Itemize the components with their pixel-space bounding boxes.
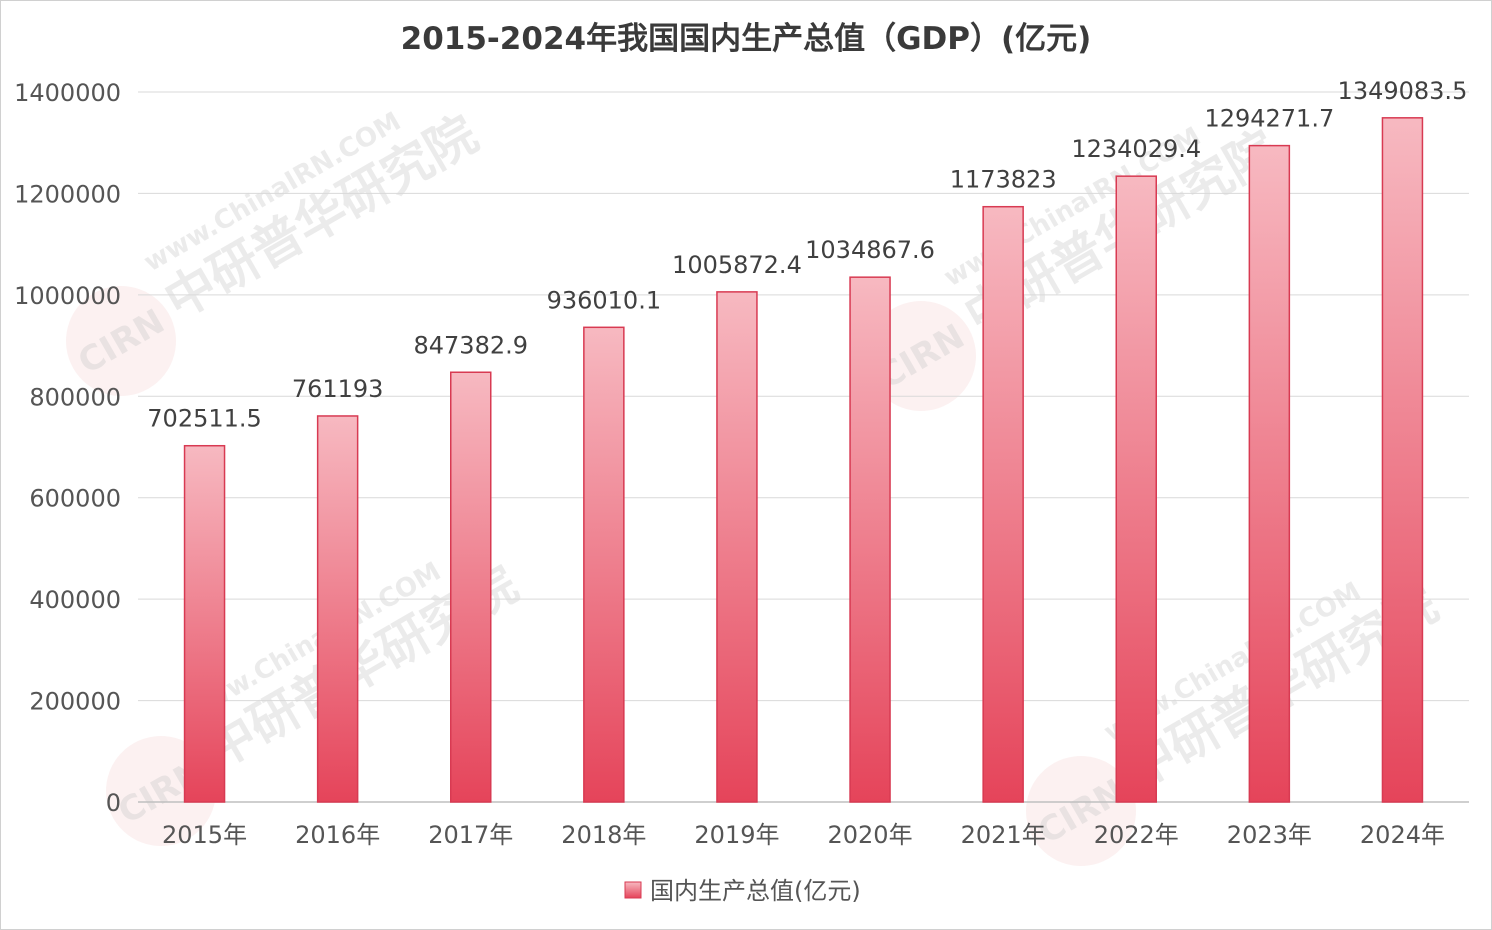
x-tick-label: 2018年 <box>561 821 646 849</box>
bar-2020年[interactable] <box>849 276 891 803</box>
y-tick-label: 400000 <box>29 586 121 614</box>
data-label: 1173823 <box>950 166 1057 194</box>
data-label: 1294271.7 <box>1204 105 1334 133</box>
bar-2016年[interactable] <box>316 415 359 803</box>
x-tick-label: 2019年 <box>694 821 779 849</box>
chart-title: 2015-2024年我国国内生产总值（GDP）(亿元) <box>401 21 1092 57</box>
watermark-badge <box>866 301 976 411</box>
data-label: 702511.5 <box>147 405 262 433</box>
bar-2024年[interactable] <box>1381 117 1424 803</box>
y-tick-label: 1000000 <box>14 282 121 310</box>
y-gridlines <box>138 91 1469 702</box>
x-tick-label: 2017年 <box>428 821 513 849</box>
y-axis-ticks: 0 200000 400000 600000 800000 1000000 1200000 1… <box>14 79 121 817</box>
legend[interactable]: 国内生产总值(亿元) <box>624 877 861 905</box>
x-tick-label: 2021年 <box>961 821 1046 849</box>
bar-2015年[interactable] <box>183 444 226 803</box>
bar-2022年[interactable] <box>1115 175 1157 803</box>
watermark-badge <box>66 286 176 396</box>
data-labels: 702511.5761193847382.9936010.11005872.41… <box>147 77 1467 433</box>
y-tick-label: 800000 <box>29 383 121 411</box>
bar-2023年[interactable] <box>1248 144 1291 803</box>
x-tick-label: 2023年 <box>1227 821 1312 849</box>
y-tick-label: 600000 <box>29 485 121 513</box>
watermark-badge <box>1026 756 1136 866</box>
y-tick-label: 0 <box>106 789 121 817</box>
bar-series <box>183 117 1424 803</box>
data-label: 1034867.6 <box>805 236 935 264</box>
data-label: 761193 <box>292 375 384 403</box>
data-label: 1005872.4 <box>672 251 802 279</box>
x-tick-label: 2024年 <box>1360 821 1445 849</box>
bar-2019年[interactable] <box>716 291 758 803</box>
bar-2018年[interactable] <box>583 326 625 803</box>
y-tick-label: 1400000 <box>14 79 121 107</box>
legend-label: 国内生产总值(亿元) <box>650 877 861 905</box>
x-tick-label: 2016年 <box>295 821 380 849</box>
x-axis-ticks: 2015年 2016年 2017年 2018年 2019年 2020年 2021年 2022年… <box>162 821 1445 849</box>
data-label: 936010.1 <box>547 286 662 314</box>
y-tick-label: 1200000 <box>14 180 121 208</box>
data-label: 1234029.4 <box>1071 135 1201 163</box>
x-tick-label: 2015年 <box>162 821 247 849</box>
legend-swatch <box>624 881 642 899</box>
x-tick-label: 2020年 <box>828 821 913 849</box>
x-tick-label: 2022年 <box>1094 821 1179 849</box>
data-label: 847382.9 <box>413 331 528 359</box>
data-label: 1349083.5 <box>1338 77 1468 105</box>
bar-2017年[interactable] <box>450 371 492 803</box>
y-tick-label: 200000 <box>29 688 121 716</box>
bar-2021年[interactable] <box>982 205 1024 803</box>
